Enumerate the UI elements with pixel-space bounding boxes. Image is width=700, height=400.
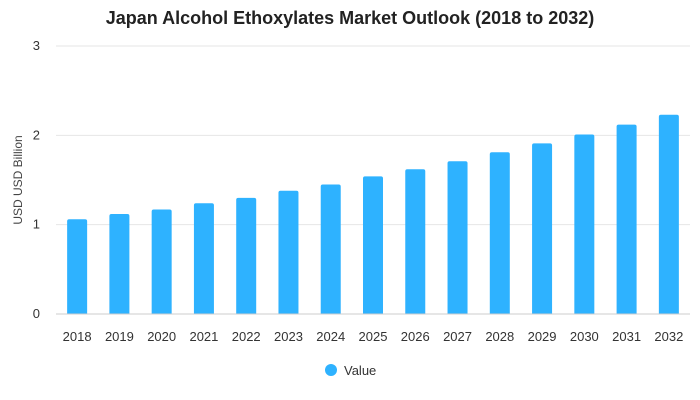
x-tick-label: 2020 [147,329,176,344]
chart-title: Japan Alcohol Ethoxylates Market Outlook… [105,8,595,28]
x-tick-label: 2029 [528,329,557,344]
bar-2030[interactable] [574,134,595,314]
bar-2028[interactable] [489,152,510,314]
y-tick-label: 3 [33,38,40,53]
x-tick-label: 2027 [443,329,472,344]
y-tick-label: 0 [33,306,40,321]
x-tick-label: 2026 [401,329,430,344]
x-axis-ticks: 2018 2019 2020 2021 2022 2023 2024 2025 2026 2027… [63,329,684,344]
y-axis-title: USD USD Billion [11,135,25,224]
legend[interactable]: Value [325,363,376,378]
bar-2031[interactable] [616,124,637,314]
bar-2023[interactable] [278,190,299,314]
x-tick-label: 2018 [63,329,92,344]
bar-2032[interactable] [658,114,679,314]
bar-2018[interactable] [67,219,88,314]
y-axis-ticks: 0 1 2 3 [33,38,40,321]
x-tick-label: 2022 [232,329,261,344]
bar-2026[interactable] [405,169,426,314]
x-tick-label: 2028 [485,329,514,344]
y-tick-label: 1 [33,217,40,232]
x-tick-label: 2024 [316,329,345,344]
bar-2020[interactable] [151,209,172,314]
legend-swatch [325,364,337,376]
bar-2027[interactable] [447,161,468,314]
x-tick-label: 2032 [654,329,683,344]
bars [67,114,679,314]
x-tick-label: 2025 [359,329,388,344]
y-tick-label: 2 [33,127,40,142]
bar-2022[interactable] [236,197,257,314]
x-tick-label: 2019 [105,329,134,344]
bar-2024[interactable] [320,184,341,314]
legend-label: Value [344,363,376,378]
bar-2025[interactable] [363,176,383,314]
bar-2019[interactable] [109,213,130,314]
x-tick-label: 2031 [612,329,641,344]
x-tick-label: 2030 [570,329,599,344]
bar-2021[interactable] [193,203,214,314]
x-tick-label: 2021 [189,329,218,344]
bar-2029[interactable] [532,143,553,314]
x-tick-label: 2023 [274,329,303,344]
